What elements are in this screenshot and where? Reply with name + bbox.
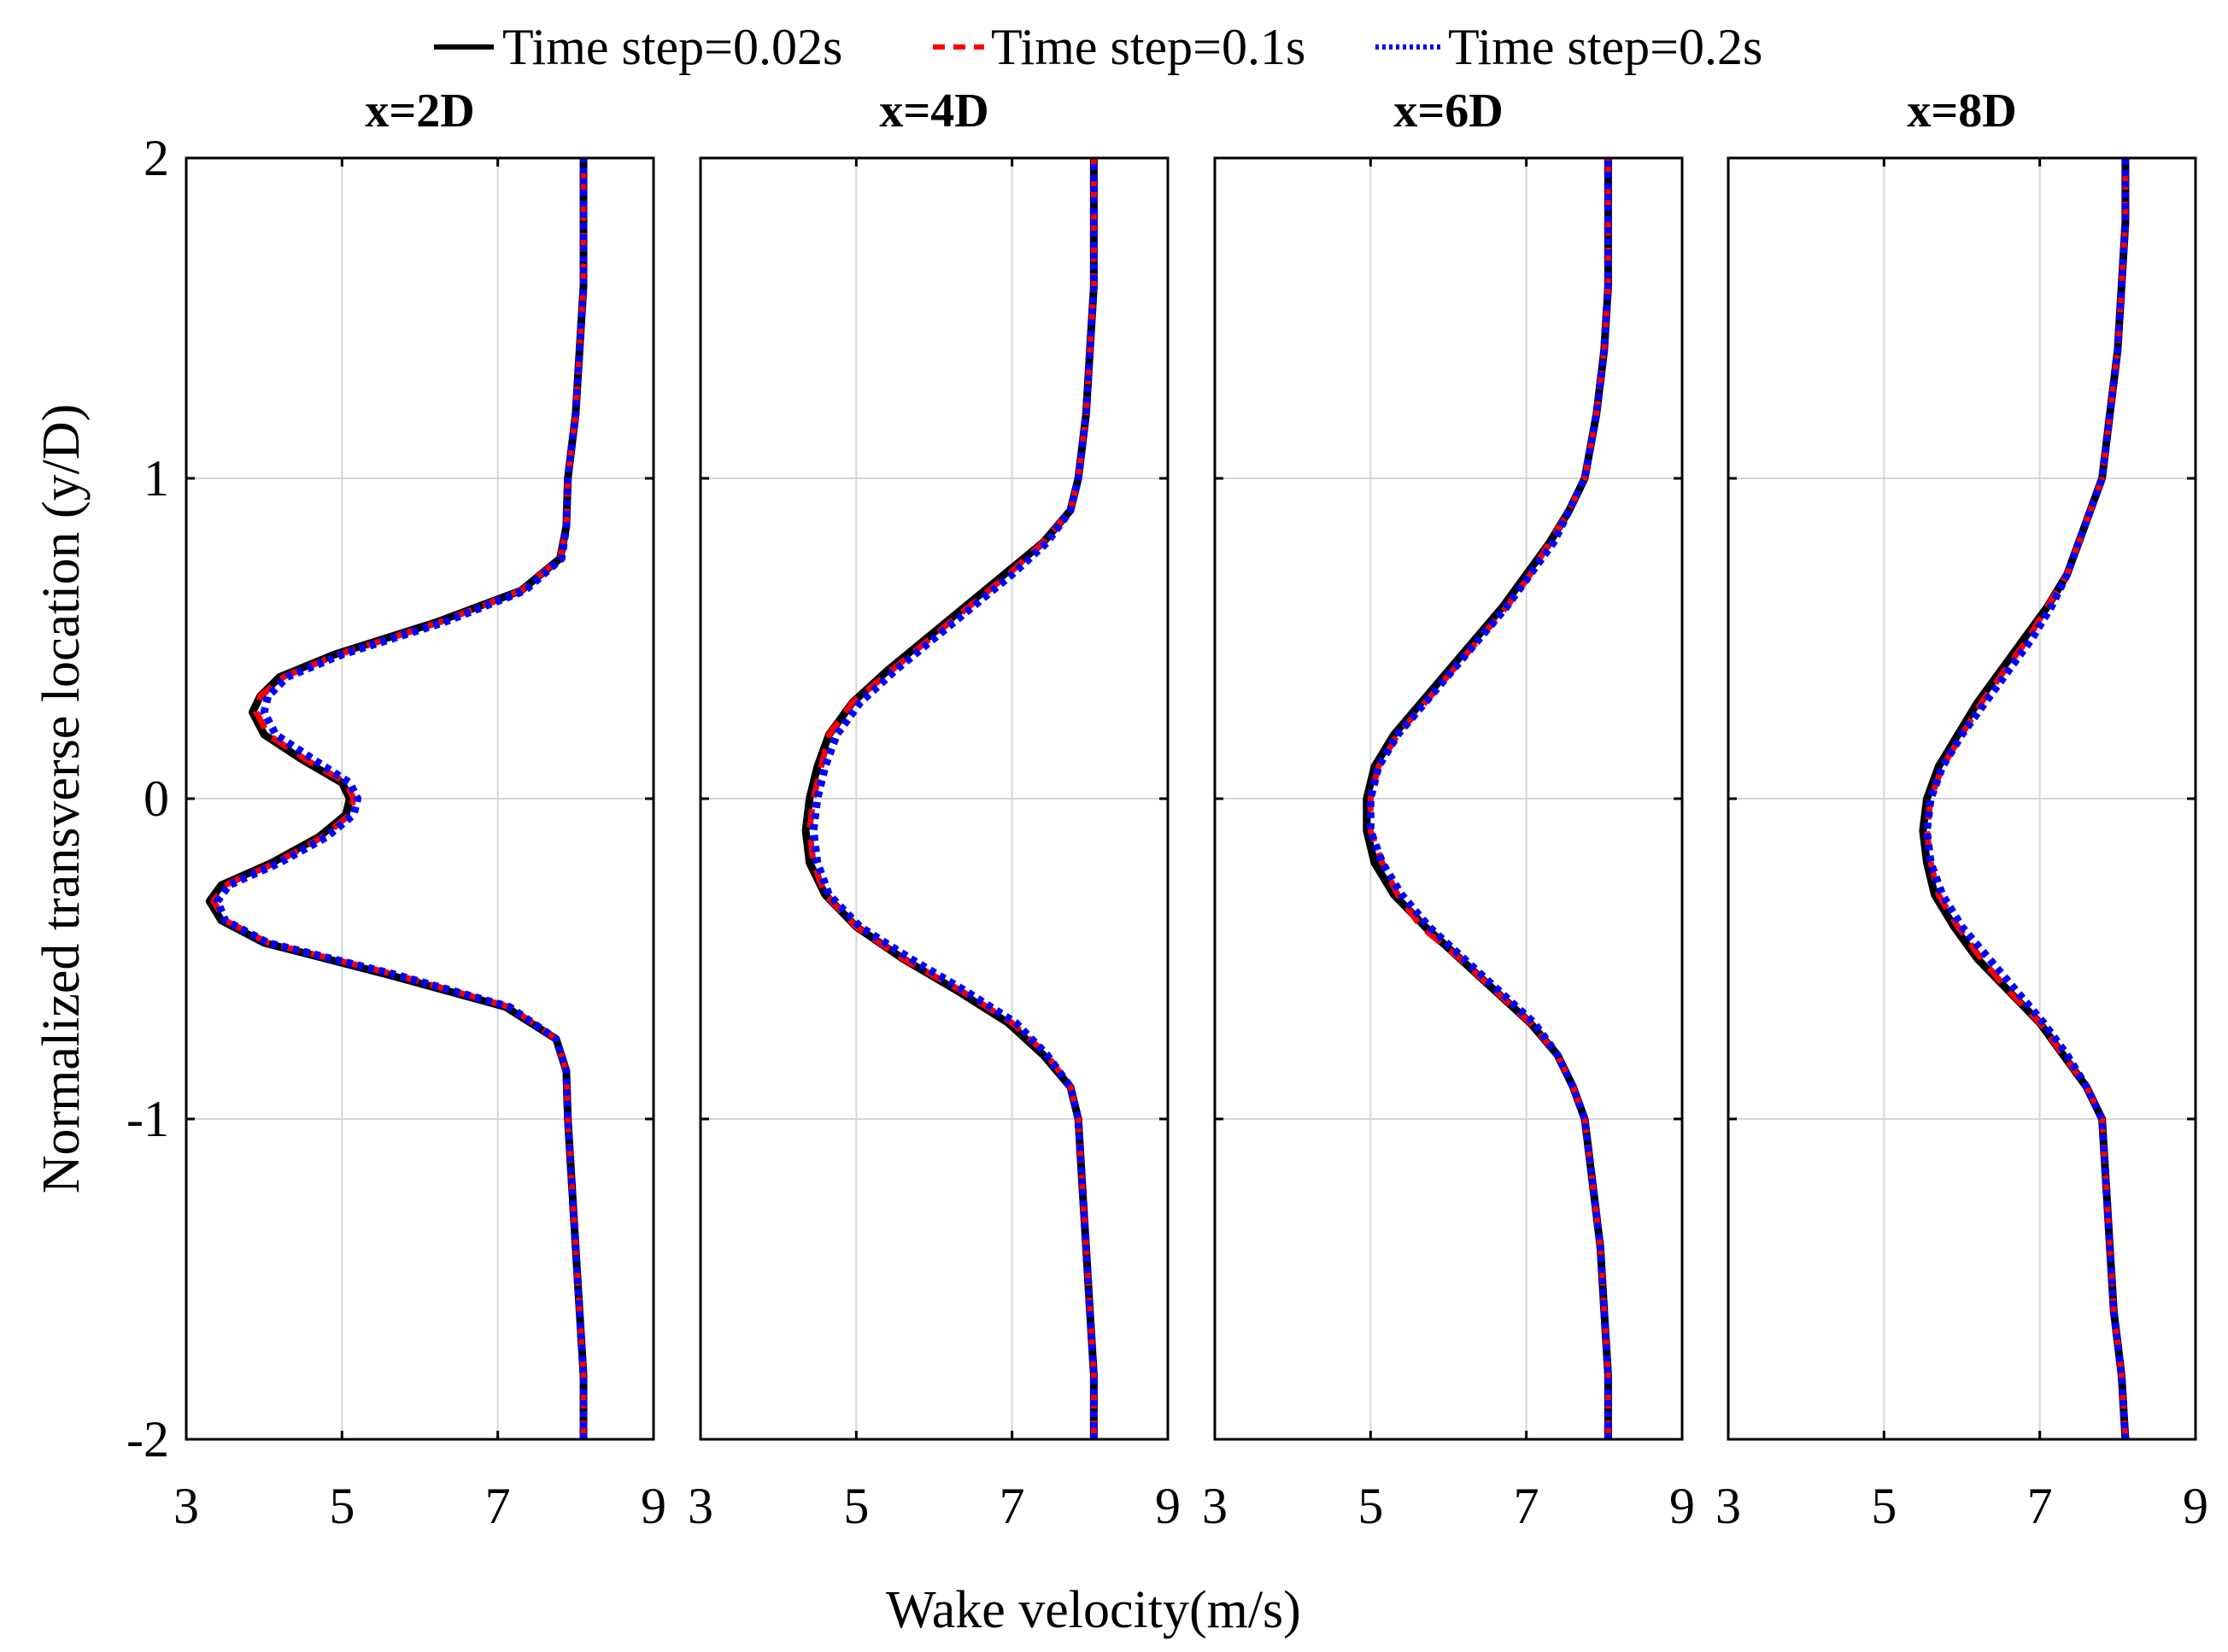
x-tick-label: 3 bbox=[1202, 1478, 1228, 1534]
x-tick-label: 3 bbox=[173, 1478, 199, 1534]
panel-title: x=4D bbox=[879, 85, 988, 138]
y-tick-label: 1 bbox=[144, 450, 169, 507]
x-tick-label: 9 bbox=[1155, 1478, 1181, 1534]
x-tick-label: 7 bbox=[1000, 1478, 1025, 1534]
series-line-2 bbox=[806, 158, 1097, 1439]
legend-label-series-2: Time step=0.1s bbox=[991, 19, 1305, 75]
panel-2: 3 5 7 9 x=4D bbox=[688, 85, 1181, 1534]
legend: Time step=0.02s Time step=0.1s Time step… bbox=[434, 19, 1762, 75]
series-line-3 bbox=[214, 158, 588, 1439]
x-tick-label: 5 bbox=[329, 1478, 355, 1534]
panel-title: x=8D bbox=[1907, 85, 2016, 138]
panel-1: 3 5 7 9 2 1 0 -1 -2 x=2D bbox=[126, 85, 666, 1534]
y-tick-label: 0 bbox=[144, 770, 169, 827]
panel-3: 3 5 7 9 x=6D bbox=[1202, 85, 1695, 1534]
x-tick-label: 9 bbox=[1669, 1478, 1695, 1534]
panel-4: 3 5 7 9 x=8D bbox=[1715, 85, 2208, 1534]
x-tick-label: 5 bbox=[1871, 1478, 1897, 1534]
y-tick-label: -2 bbox=[126, 1411, 169, 1467]
y-tick-label: 2 bbox=[144, 130, 169, 186]
x-tick-label: 9 bbox=[2183, 1478, 2208, 1534]
x-tick-label: 7 bbox=[485, 1478, 511, 1534]
series-line-2 bbox=[1924, 158, 2129, 1440]
x-tick-label: 5 bbox=[1357, 1478, 1383, 1534]
legend-label-series-3: Time step=0.2s bbox=[1448, 19, 1762, 75]
x-tick-label: 3 bbox=[688, 1478, 713, 1534]
x-tick-label: 7 bbox=[1514, 1478, 1539, 1534]
y-tick-label: -1 bbox=[126, 1091, 169, 1147]
x-tick-label: 7 bbox=[2027, 1478, 2053, 1534]
panel-title: x=2D bbox=[365, 85, 474, 138]
y-axis-title: Normalized transverse location (y/D) bbox=[32, 404, 91, 1194]
x-tick-label: 5 bbox=[843, 1478, 869, 1534]
x-axis-title: Wake velocity(m/s) bbox=[886, 1581, 1301, 1639]
x-tick-label: 3 bbox=[1715, 1478, 1741, 1534]
series-line-3 bbox=[809, 158, 1098, 1439]
panels: 3 5 7 9 2 1 0 -1 -2 x=2D 3 5 7 9 x=4D 3 5 7 9 x=6D 3 5 7 9 x=8D bbox=[126, 85, 2208, 1534]
series-line-2 bbox=[1367, 158, 1611, 1439]
legend-label-series-1: Time step=0.02s bbox=[502, 19, 842, 75]
panel-title: x=6D bbox=[1393, 85, 1503, 138]
x-tick-label: 9 bbox=[641, 1478, 666, 1534]
